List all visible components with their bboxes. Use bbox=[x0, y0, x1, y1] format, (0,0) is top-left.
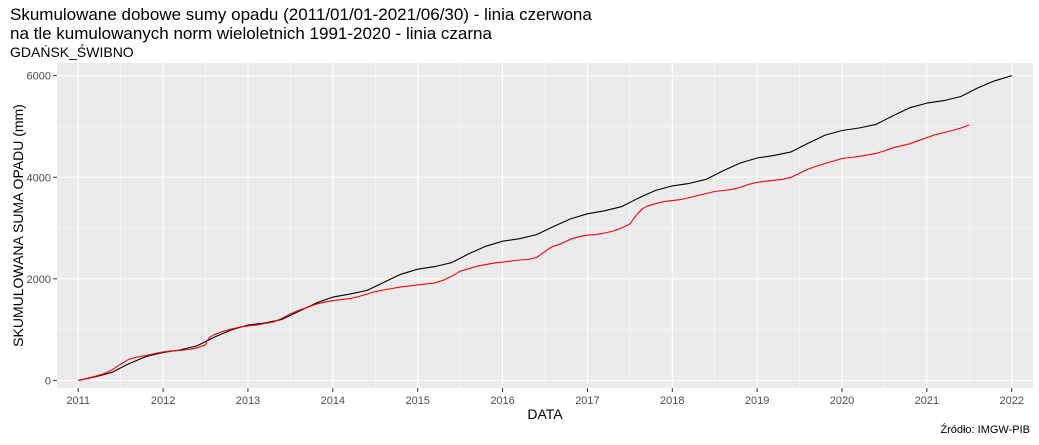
grid-minor bbox=[57, 63, 1033, 388]
x-tick-label: 2022 bbox=[1000, 395, 1024, 407]
x-tick-label: 2021 bbox=[915, 395, 939, 407]
x-tick-label: 2015 bbox=[405, 395, 429, 407]
y-tick-label: 6000 bbox=[27, 71, 51, 83]
series-line-2 bbox=[78, 124, 970, 381]
grid-major bbox=[57, 63, 1033, 388]
x-tick-label: 2018 bbox=[660, 395, 684, 407]
series-layer bbox=[78, 75, 1012, 381]
x-tick-label: 2014 bbox=[321, 395, 345, 407]
chart-title-line-1: Skumulowane dobowe sumy opadu (2011/01/0… bbox=[10, 5, 592, 24]
chart-title-line-2: na tle kumulowanych norm wieloletnich 19… bbox=[10, 24, 492, 43]
chart-subtitle: GDAŃSK_ŚWIBNO bbox=[10, 44, 134, 60]
x-axis-title: DATA bbox=[527, 406, 563, 422]
x-tick-label: 2013 bbox=[236, 395, 260, 407]
source-caption: Źródło: IMGW-PIB bbox=[940, 424, 1030, 436]
x-tick-label: 2011 bbox=[66, 395, 90, 407]
series-line-1 bbox=[78, 75, 1012, 381]
x-tick-label: 2020 bbox=[830, 395, 854, 407]
y-axis-ticks: 0 2000 4000 6000 bbox=[27, 71, 57, 387]
y-tick-label: 0 bbox=[45, 375, 51, 387]
x-tick-label: 2019 bbox=[745, 395, 769, 407]
x-axis-ticks: 2011 2012 2013 2014 2015 2016 2017 2018 2019 2020… bbox=[66, 388, 1024, 407]
x-tick-label: 2012 bbox=[151, 395, 175, 407]
y-tick-label: 2000 bbox=[27, 274, 51, 286]
x-tick-label: 2016 bbox=[490, 395, 514, 407]
y-axis-title: SKUMULOWANA SUMA OPADU (mm) bbox=[10, 104, 26, 347]
y-tick-label: 4000 bbox=[27, 172, 51, 184]
x-tick-label: 2017 bbox=[575, 395, 599, 407]
